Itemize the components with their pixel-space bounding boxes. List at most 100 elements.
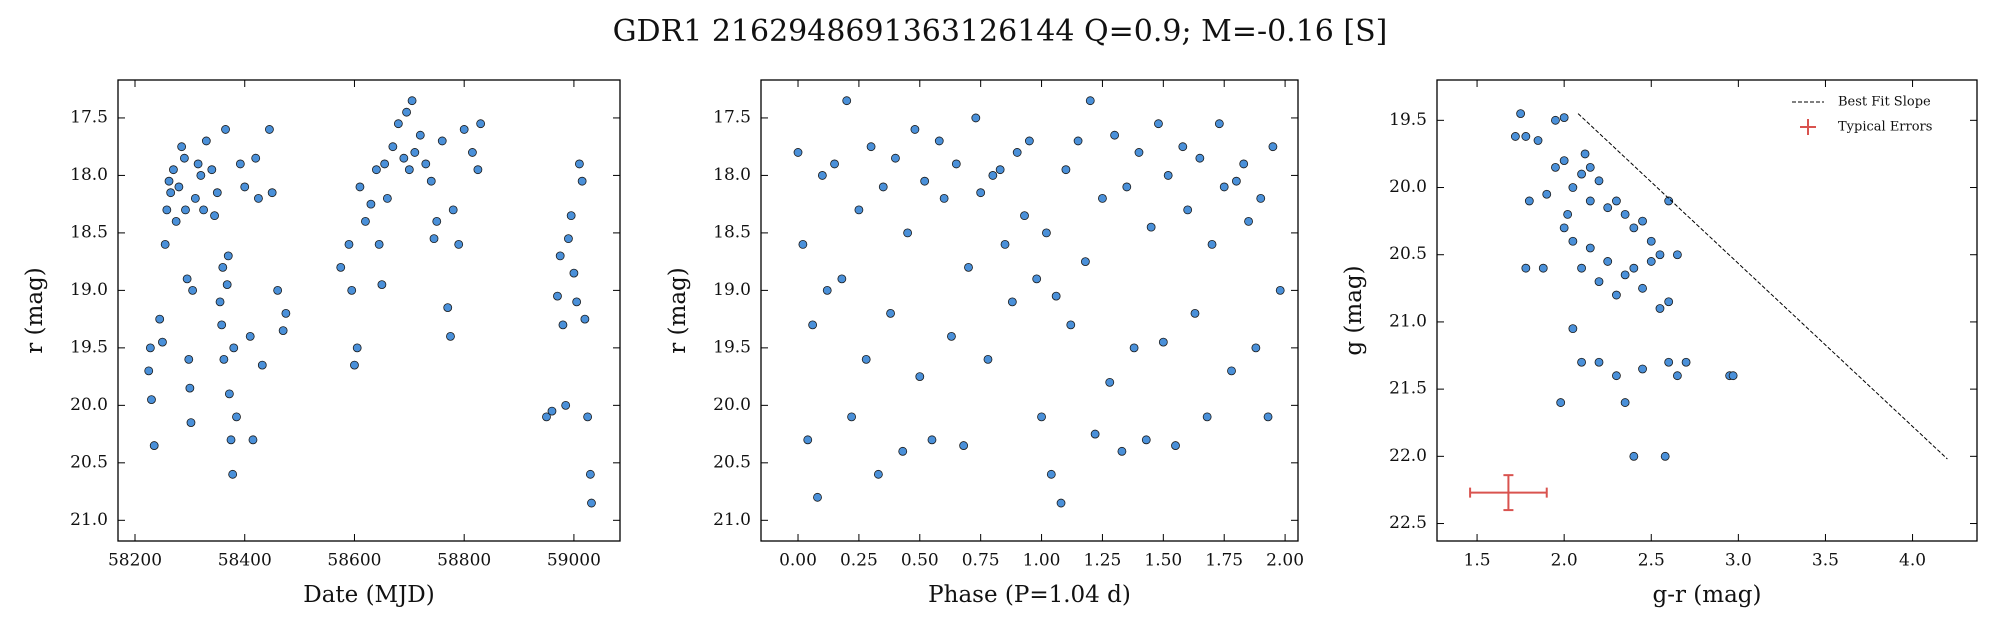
data-point (1646, 257, 1656, 266)
legend-label: Best Fit Slope (1838, 95, 1931, 110)
data-point (587, 498, 596, 508)
data-point (1585, 243, 1595, 253)
data-point (542, 412, 551, 422)
y-tick-label: 20.5 (1389, 244, 1427, 264)
plot-frame (117, 79, 621, 542)
data-point (886, 308, 895, 318)
data-point (278, 326, 288, 336)
data-point (1141, 435, 1151, 445)
data-point (267, 188, 277, 198)
y-tick-label: 20.0 (713, 395, 751, 415)
y-axis-label: r (mag) (22, 267, 48, 354)
figure-title: GDR1 2162948691363126144 Q=0.9; M=-0.16 … (613, 14, 1388, 49)
data-point (224, 389, 234, 399)
data-point (1533, 136, 1543, 145)
data-point (1638, 216, 1647, 226)
data-point (1655, 250, 1665, 260)
x-tick-label: 58400 (218, 551, 272, 571)
data-point (1577, 357, 1586, 367)
data-point (344, 239, 354, 249)
data-point (1568, 183, 1578, 192)
data-point (215, 297, 225, 307)
data-point (1239, 159, 1249, 169)
data-point (1227, 366, 1236, 376)
data-point (964, 262, 973, 272)
data-point (1603, 257, 1613, 266)
data-point (347, 285, 357, 295)
data-point (251, 153, 261, 163)
data-point (1594, 357, 1604, 367)
data-point (1110, 130, 1120, 140)
data-point (1585, 162, 1595, 172)
data-point (1629, 263, 1639, 273)
data-point (1516, 109, 1526, 119)
data-point (145, 343, 155, 353)
data-point (221, 125, 230, 134)
data-point (866, 142, 876, 152)
data-point (1664, 297, 1674, 307)
y-tick-label: 17.5 (713, 107, 751, 127)
data-point (569, 268, 579, 278)
data-point (402, 107, 411, 117)
data-point (207, 165, 217, 175)
data-point (1629, 451, 1639, 461)
data-point (426, 176, 436, 186)
data-point (561, 400, 571, 410)
data-point (1542, 189, 1552, 199)
data-point (1728, 371, 1738, 381)
x-tick-label: 58200 (108, 551, 162, 571)
x-tick-label: 59000 (547, 551, 601, 571)
data-point (257, 360, 267, 370)
x-tick-label: 1.25 (1084, 551, 1122, 571)
data-point (1042, 228, 1051, 238)
data-point (1577, 169, 1586, 179)
data-point (1664, 196, 1674, 206)
data-point (410, 148, 420, 157)
data-point (473, 165, 483, 175)
x-tick-label: 1.50 (1144, 551, 1182, 571)
data-point (181, 205, 190, 215)
data-point (927, 435, 937, 445)
data-point (1178, 142, 1188, 152)
data-point (1020, 211, 1029, 221)
data-point (1231, 176, 1241, 186)
data-point (158, 337, 167, 347)
data-point (1556, 398, 1566, 407)
x-tick-label: 3.5 (1812, 551, 1839, 571)
x-tick-label: 58600 (327, 551, 381, 571)
data-point (201, 136, 211, 146)
data-point (1672, 371, 1682, 381)
data-point (572, 297, 582, 307)
data-point (273, 285, 283, 295)
data-point (842, 96, 852, 106)
data-point (580, 314, 590, 324)
data-point (361, 217, 370, 226)
data-point (847, 412, 856, 422)
data-point (196, 171, 206, 180)
y-tick-label: 18.5 (70, 222, 108, 242)
data-point (1032, 274, 1042, 284)
y-tick-label: 21.0 (713, 510, 751, 530)
data-point (1256, 194, 1266, 203)
data-point (380, 159, 390, 169)
data-point (454, 239, 464, 249)
data-point (407, 96, 417, 106)
x-axis-label: g-r (mag) (1653, 582, 1762, 608)
y-tick-label: 20.5 (70, 452, 108, 472)
data-point (1163, 171, 1173, 180)
data-point (583, 412, 593, 422)
data-point (1244, 217, 1253, 226)
data-point (421, 159, 431, 169)
data-point (547, 406, 557, 416)
y-axis-label: r (mag) (665, 267, 691, 354)
data-point (1263, 412, 1273, 422)
data-point (1007, 297, 1017, 307)
data-point (162, 205, 172, 215)
data-point (377, 280, 387, 290)
data-point (240, 182, 250, 192)
data-point (947, 331, 956, 341)
data-point (1080, 257, 1090, 267)
data-point (228, 469, 238, 479)
data-point (1037, 412, 1046, 422)
